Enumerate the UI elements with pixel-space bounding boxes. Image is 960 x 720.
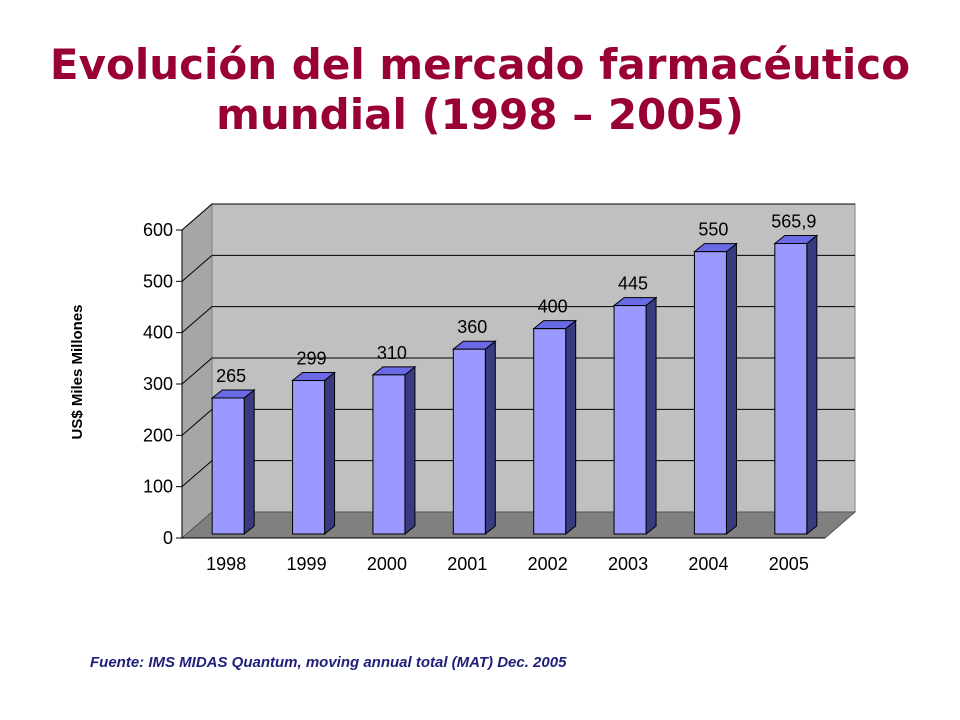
y-tick-label: 400	[143, 323, 173, 343]
bar-2005	[773, 234, 819, 536]
bar-2004	[693, 242, 738, 536]
bar-front	[292, 380, 326, 535]
bar-side	[806, 234, 818, 536]
bar-2003	[612, 296, 658, 536]
y-tick-label: 300	[143, 374, 173, 394]
data-label: 445	[618, 274, 648, 294]
bar-front	[211, 397, 245, 535]
y-tick-label: 600	[143, 220, 173, 240]
bar-side	[243, 388, 255, 536]
plot-floor	[180, 511, 857, 539]
x-tick-label: 2001	[447, 554, 487, 574]
bar-side	[404, 365, 416, 536]
data-label: 360	[457, 317, 487, 337]
gridline	[181, 203, 855, 231]
x-tick-label: 2002	[528, 554, 568, 574]
x-tick-label: 1998	[206, 554, 246, 574]
bar-front	[613, 305, 647, 535]
data-label: 565,9	[771, 212, 816, 232]
x-tick-label: 2000	[367, 554, 407, 574]
chart-title-line-1: Evolución del mercado farmacéutico	[49, 40, 911, 89]
bar-front	[693, 251, 727, 535]
data-label: 400	[538, 297, 568, 317]
bar-side	[645, 296, 657, 536]
x-tick-label: 1999	[287, 554, 327, 574]
data-label: 550	[698, 220, 728, 240]
bar-side	[565, 319, 577, 536]
data-label: 310	[377, 343, 407, 363]
bar-2001	[451, 340, 497, 536]
y-tick-label: 0	[163, 528, 173, 548]
bar-1998	[210, 388, 256, 536]
y-axis-label: US$ Miles Millones	[69, 304, 86, 439]
chart-title: Evolución del mercado farmacéutico mundi…	[0, 40, 960, 140]
bar-front	[452, 348, 486, 535]
bar-side	[725, 242, 737, 536]
gridline	[181, 254, 855, 282]
bar-side	[324, 371, 336, 536]
x-tick-label: 2005	[769, 554, 809, 574]
data-label: 265	[216, 366, 246, 386]
y-tick-label: 100	[143, 477, 173, 497]
bar-1999	[291, 371, 336, 536]
x-tick-label: 2004	[688, 554, 728, 574]
x-tick-label: 2003	[608, 554, 648, 574]
y-tick-label: 200	[143, 425, 173, 445]
chart-title-line-2: mundial (1998 – 2005)	[216, 90, 744, 139]
source-note: Fuente: IMS MIDAS Quantum, moving annual…	[90, 654, 567, 671]
bar-front	[774, 243, 808, 535]
bar-front	[533, 328, 567, 535]
bar-2000	[371, 365, 417, 536]
y-tick-label: 500	[143, 271, 173, 291]
data-label: 299	[297, 349, 327, 369]
bar-2002	[532, 319, 578, 536]
bar-side	[484, 340, 496, 536]
bar-front	[372, 374, 406, 535]
